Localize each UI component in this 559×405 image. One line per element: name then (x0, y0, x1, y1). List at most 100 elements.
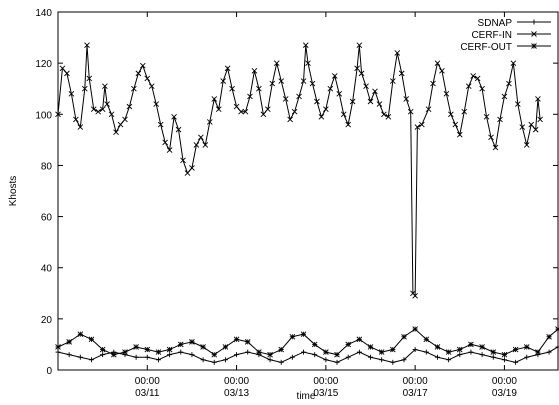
data-point (356, 336, 363, 343)
data-point (535, 349, 541, 355)
data-point (305, 60, 311, 66)
data-point (363, 83, 369, 89)
data-point (135, 70, 142, 77)
data-point (555, 344, 559, 350)
data-point (423, 349, 429, 355)
data-point (327, 85, 334, 92)
data-point (354, 65, 360, 72)
data-point (162, 139, 168, 146)
data-point (546, 333, 552, 340)
x-tick-label-time: 00:00 (492, 376, 517, 387)
data-point (108, 111, 115, 118)
y-tick-label: 140 (35, 8, 52, 19)
data-point (312, 352, 318, 358)
data-point (334, 351, 340, 358)
data-point (278, 78, 285, 84)
data-point (245, 349, 251, 355)
x-tick-label-date: 03/19 (492, 388, 517, 399)
data-point (167, 352, 173, 358)
data-point (523, 142, 530, 148)
legend-entry: CERF-IN (471, 30, 551, 41)
data-point (269, 80, 276, 87)
data-point (465, 83, 472, 89)
data-point (474, 75, 481, 82)
data-point (90, 106, 97, 112)
data-point (497, 116, 503, 123)
data-point (414, 124, 421, 130)
x-tick-label-date: 03/17 (403, 388, 428, 399)
x-tick-label-time: 00:00 (135, 376, 160, 387)
data-point (222, 357, 228, 363)
data-point (512, 346, 519, 353)
legend-entry: CERF-OUT (460, 42, 551, 53)
data-point (390, 78, 396, 84)
data-point (479, 85, 485, 92)
data-point (66, 339, 72, 345)
x-tick-label-date: 03/13 (224, 388, 249, 399)
data-point (448, 111, 454, 118)
data-point (220, 78, 226, 84)
data-point (323, 349, 329, 355)
data-point (461, 108, 468, 115)
data-point (211, 96, 218, 102)
data-point (336, 91, 343, 97)
x-tick-label-time: 00:00 (313, 376, 338, 387)
series-line (57, 346, 559, 363)
data-point (407, 108, 414, 115)
data-point (340, 111, 347, 118)
data-point (113, 129, 119, 136)
data-point (73, 116, 79, 123)
data-point (175, 126, 182, 133)
data-point (202, 142, 209, 148)
data-point (155, 357, 161, 363)
data-point (104, 101, 110, 107)
data-point (300, 331, 307, 338)
data-point (153, 101, 160, 107)
legend-label: SDNAP (478, 18, 513, 29)
data-point (323, 106, 329, 112)
data-point (189, 352, 195, 358)
data-point (412, 326, 418, 332)
data-point (376, 101, 383, 107)
data-point (430, 80, 436, 87)
data-point (378, 349, 385, 355)
data-point (356, 42, 363, 49)
data-point (479, 352, 485, 358)
data-point (532, 126, 539, 133)
data-point (171, 114, 177, 120)
data-point (506, 80, 512, 87)
series-layer (55, 42, 559, 365)
x-tick-label-time: 00:00 (224, 376, 249, 387)
data-point (439, 67, 445, 74)
data-point (501, 93, 508, 100)
data-point (381, 111, 387, 118)
data-point (177, 341, 184, 348)
data-point (144, 346, 151, 353)
data-point (77, 331, 84, 338)
data-point (515, 101, 521, 107)
data-point (368, 354, 373, 360)
y-tick-label: 20 (41, 315, 53, 326)
data-point (412, 293, 418, 299)
data-point (122, 349, 128, 355)
data-point (425, 106, 432, 112)
data-point (323, 357, 329, 363)
data-point (345, 341, 351, 348)
data-point (133, 344, 139, 350)
data-point (68, 91, 75, 97)
data-point (379, 357, 385, 363)
data-point (334, 359, 340, 365)
data-point (456, 131, 463, 138)
data-point (501, 357, 507, 363)
data-point (77, 354, 83, 360)
data-point (403, 96, 410, 102)
x-tick-label-date: 03/11 (135, 388, 160, 399)
data-point (189, 339, 195, 345)
data-point (110, 351, 117, 358)
data-point (256, 349, 262, 355)
data-point (222, 344, 229, 350)
data-point (345, 354, 351, 360)
data-point (479, 344, 485, 350)
data-point (193, 142, 200, 148)
